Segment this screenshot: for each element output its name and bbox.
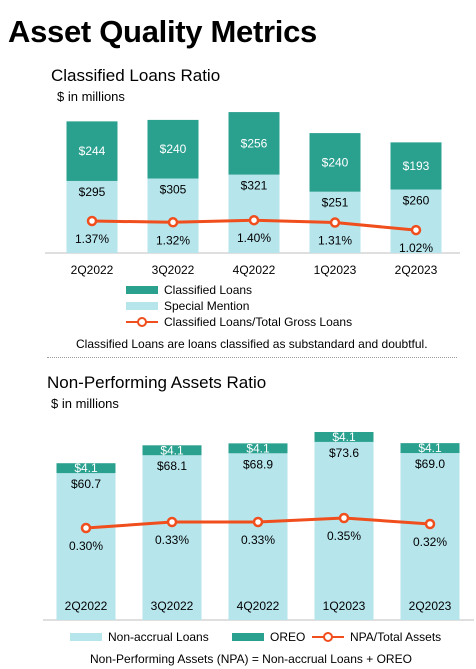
data-label-classified: $193	[403, 159, 430, 173]
npa-ratio-point	[252, 516, 264, 528]
legend-swatch-oreo	[232, 633, 264, 641]
data-label-special: $251	[322, 196, 349, 210]
legend-line-marker-icon	[126, 317, 158, 327]
x-tick-label: 2Q2022	[65, 599, 108, 613]
x-tick-label: 2Q2023	[409, 599, 452, 613]
data-label-special: $295	[79, 185, 106, 199]
chart1-units: $ in millions	[57, 89, 125, 104]
bar-special-mention	[390, 189, 442, 253]
legend-ratio-line: Classified Loans/Total Gross Loans	[126, 315, 352, 329]
data-label-special: $321	[241, 179, 268, 193]
data-label-ratio: 1.37%	[75, 232, 109, 246]
x-tick-label: 1Q2023	[314, 263, 357, 277]
npa-ratio-point	[80, 522, 92, 534]
bar-classified-loans	[228, 112, 280, 175]
x-tick-label: 4Q2022	[233, 263, 276, 277]
data-label-oreo: $4.1	[74, 461, 98, 475]
data-label-ratio: 1.32%	[156, 233, 190, 247]
chart2-footnote: Non-Performing Assets (NPA) = Non-accrua…	[90, 652, 412, 666]
legend-swatch-special	[126, 302, 158, 310]
data-label-npa-ratio: 0.35%	[327, 529, 361, 543]
legend-npa-line: NPA/Total Assets	[312, 630, 441, 644]
x-tick-label: 2Q2022	[71, 263, 114, 277]
x-tick-label: 2Q2023	[395, 263, 438, 277]
data-label-special: $260	[403, 194, 430, 208]
bar-oreo	[314, 432, 374, 442]
bar-oreo	[56, 463, 116, 474]
data-label-classified: $256	[241, 136, 268, 150]
bar-oreo	[228, 443, 288, 454]
data-label-nonaccrual: $69.0	[415, 457, 445, 471]
npa-ratio-point	[166, 516, 178, 528]
data-label-oreo: $4.1	[418, 441, 442, 455]
ratio-point	[329, 217, 341, 228]
chart2-units: $ in millions	[51, 396, 119, 411]
npa-ratio-point	[338, 512, 350, 524]
legend-label: NPA/Total Assets	[350, 630, 442, 644]
legend-nonaccrual: Non-accrual Loans	[70, 630, 209, 644]
data-label-nonaccrual: $60.7	[71, 477, 101, 491]
bar-special-mention	[228, 174, 280, 253]
x-tick-label: 3Q2022	[152, 263, 195, 277]
legend-line-marker-icon	[312, 632, 344, 642]
npa-ratio-point	[424, 518, 436, 530]
bar-nonaccrual-loans	[314, 441, 374, 620]
data-label-nonaccrual: $68.1	[157, 459, 187, 473]
bar-classified-loans	[66, 121, 118, 181]
ratio-point	[410, 224, 422, 236]
bar-nonaccrual-loans	[142, 455, 202, 620]
ratio-point	[167, 217, 179, 228]
legend-label: Non-accrual Loans	[108, 630, 209, 644]
legend-swatch-classified	[126, 286, 158, 294]
data-label-ratio: 1.31%	[318, 234, 352, 248]
x-tick-label: 3Q2022	[151, 599, 194, 613]
ratio-point	[86, 215, 98, 227]
page-title: Asset Quality Metrics	[8, 14, 317, 49]
legend-swatch-nonaccrual	[70, 633, 102, 641]
data-label-ratio: 1.02%	[399, 241, 433, 255]
ratio-point	[248, 214, 260, 226]
data-label-special: $305	[160, 183, 187, 197]
data-label-nonaccrual: $68.9	[243, 457, 273, 471]
data-label-npa-ratio: 0.32%	[413, 535, 447, 549]
section-divider	[47, 357, 457, 358]
legend-oreo: OREO	[232, 630, 305, 644]
legend-label: Classified Loans/Total Gross Loans	[164, 315, 353, 329]
data-label-npa-ratio: 0.33%	[155, 533, 189, 547]
legend-label: Classified Loans	[164, 283, 253, 297]
bar-nonaccrual-loans	[228, 453, 288, 620]
x-tick-label: 4Q2022	[237, 599, 280, 613]
data-label-npa-ratio: 0.30%	[69, 539, 103, 553]
data-label-ratio: 1.40%	[237, 231, 271, 245]
legend-label: OREO	[270, 630, 306, 644]
legend-special-mention: Special Mention	[126, 299, 249, 313]
x-tick-label: 1Q2023	[323, 599, 366, 613]
data-label-npa-ratio: 0.33%	[241, 533, 275, 547]
bar-oreo	[400, 443, 460, 454]
bar-classified-loans	[390, 142, 442, 190]
bar-oreo	[142, 445, 202, 456]
bar-classified-loans	[147, 119, 199, 179]
legend-classified-loans: Classified Loans	[126, 283, 252, 297]
bar-classified-loans	[309, 133, 361, 192]
chart1-footnote: Classified Loans are loans classified as…	[76, 337, 428, 351]
data-label-classified: $244	[79, 144, 106, 158]
data-label-oreo: $4.1	[332, 430, 356, 444]
chart1-title: Classified Loans Ratio	[51, 66, 221, 85]
legend-label: Special Mention	[164, 299, 250, 313]
chart2-title: Non-Performing Assets Ratio	[47, 373, 267, 392]
data-label-classified: $240	[160, 142, 187, 156]
data-label-nonaccrual: $73.6	[329, 446, 359, 460]
bar-special-mention	[147, 178, 199, 253]
data-label-classified: $240	[322, 155, 349, 169]
data-label-oreo: $4.1	[246, 441, 270, 455]
bar-nonaccrual-loans	[400, 453, 460, 620]
bar-nonaccrual-loans	[56, 473, 116, 620]
data-label-oreo: $4.1	[160, 443, 184, 457]
